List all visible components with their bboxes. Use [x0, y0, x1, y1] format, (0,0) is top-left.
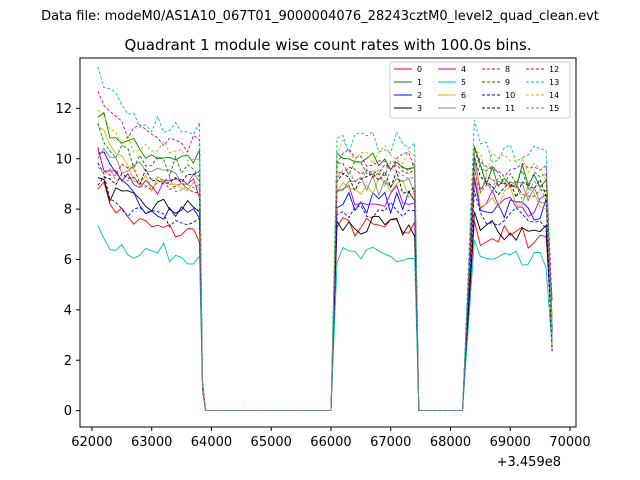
y-tick-label: 6 — [64, 253, 72, 268]
x-tick-label: 63000 — [131, 435, 172, 450]
legend-label-1: 1 — [417, 78, 422, 87]
legend-label-5: 5 — [461, 78, 466, 87]
legend-label-11: 11 — [505, 104, 515, 113]
x-offset-label: +3.459e8 — [497, 455, 561, 470]
legend-label-13: 13 — [549, 78, 559, 87]
y-tick-label: 2 — [64, 354, 72, 369]
legend-label-6: 6 — [461, 91, 466, 100]
x-tick-label: 70000 — [549, 435, 590, 450]
x-tick-label: 68000 — [430, 435, 471, 450]
legend-label-8: 8 — [505, 65, 510, 74]
x-axis: 62000 63000 64000 65000 66000 67000 68000 69000… — [71, 427, 591, 450]
legend-label-15: 15 — [549, 104, 559, 113]
x-tick-label: 69000 — [490, 435, 531, 450]
figure-suptitle: Data file: modeM0/AS1A10_067T01_90000040… — [41, 9, 599, 24]
axes-title: Quadrant 1 module wise count rates with … — [124, 36, 531, 54]
series-line-8 — [97, 146, 553, 412]
plot-lines — [97, 66, 553, 412]
x-tick-label: 65000 — [251, 435, 292, 450]
y-tick-label: 10 — [55, 152, 72, 167]
y-tick-label: 0 — [64, 404, 72, 419]
y-tick-label: 4 — [64, 303, 72, 318]
x-tick-label: 66000 — [310, 435, 351, 450]
legend-label-0: 0 — [417, 65, 422, 74]
legend-label-7: 7 — [461, 104, 466, 113]
legend-label-4: 4 — [461, 65, 466, 74]
legend-box — [389, 61, 571, 119]
y-tick-label: 12 — [55, 102, 72, 117]
legend-label-10: 10 — [505, 91, 515, 100]
axes-frame — [79, 57, 577, 428]
legend-label-12: 12 — [549, 65, 559, 74]
x-tick-label: 67000 — [370, 435, 411, 450]
x-tick-label: 64000 — [191, 435, 232, 450]
y-axis: 0 2 4 6 8 10 12 — [55, 102, 80, 419]
legend-label-9: 9 — [505, 78, 510, 87]
legend-label-14: 14 — [549, 91, 559, 100]
y-tick-label: 8 — [64, 203, 72, 218]
series-line-13 — [97, 66, 553, 412]
legend-label-3: 3 — [417, 104, 422, 113]
x-tick-label: 62000 — [71, 435, 112, 450]
legend-label-2: 2 — [417, 91, 422, 100]
series-line-12 — [97, 90, 553, 412]
series-line-15 — [97, 153, 553, 412]
